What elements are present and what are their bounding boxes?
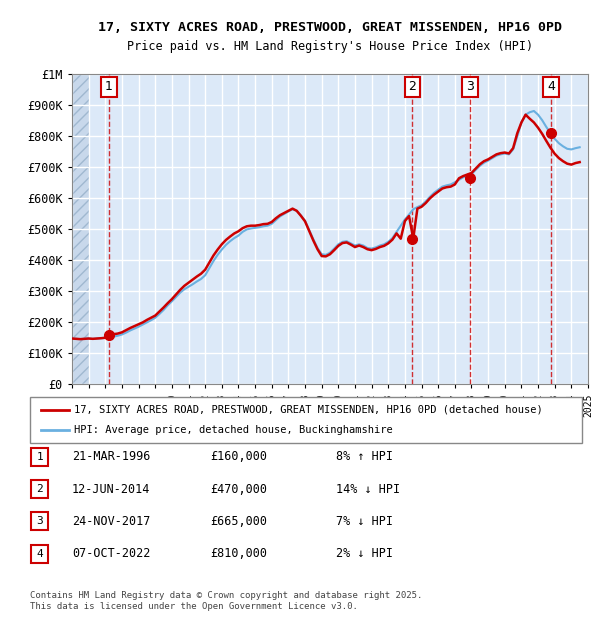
Text: Contains HM Land Registry data © Crown copyright and database right 2025.
This d: Contains HM Land Registry data © Crown c… [30,591,422,611]
FancyBboxPatch shape [30,397,582,443]
Text: 3: 3 [466,81,474,93]
Text: 4: 4 [547,81,555,93]
Text: 17, SIXTY ACRES ROAD, PRESTWOOD, GREAT MISSENDEN, HP16 0PD: 17, SIXTY ACRES ROAD, PRESTWOOD, GREAT M… [98,22,562,34]
Text: 1: 1 [105,81,113,93]
Text: 14% ↓ HPI: 14% ↓ HPI [336,483,400,495]
Text: Price paid vs. HM Land Registry's House Price Index (HPI): Price paid vs. HM Land Registry's House … [127,40,533,53]
Text: £160,000: £160,000 [210,451,267,463]
Text: 2% ↓ HPI: 2% ↓ HPI [336,547,393,560]
Text: 24-NOV-2017: 24-NOV-2017 [72,515,151,528]
FancyBboxPatch shape [31,448,48,466]
Text: 12-JUN-2014: 12-JUN-2014 [72,483,151,495]
Text: 8% ↑ HPI: 8% ↑ HPI [336,451,393,463]
FancyBboxPatch shape [31,545,48,562]
Text: 3: 3 [36,516,43,526]
Text: £665,000: £665,000 [210,515,267,528]
Text: 4: 4 [36,549,43,559]
Text: 07-OCT-2022: 07-OCT-2022 [72,547,151,560]
Text: 7% ↓ HPI: 7% ↓ HPI [336,515,393,528]
Text: HPI: Average price, detached house, Buckinghamshire: HPI: Average price, detached house, Buck… [74,425,393,435]
Text: £810,000: £810,000 [210,547,267,560]
Text: 21-MAR-1996: 21-MAR-1996 [72,451,151,463]
Bar [72,74,89,384]
Text: 2: 2 [36,484,43,494]
Text: 17, SIXTY ACRES ROAD, PRESTWOOD, GREAT MISSENDEN, HP16 0PD (detached house): 17, SIXTY ACRES ROAD, PRESTWOOD, GREAT M… [74,405,543,415]
Text: £470,000: £470,000 [210,483,267,495]
Text: 1: 1 [36,452,43,462]
Bar [72,74,89,384]
FancyBboxPatch shape [31,480,48,498]
FancyBboxPatch shape [31,513,48,530]
Text: 2: 2 [408,81,416,93]
